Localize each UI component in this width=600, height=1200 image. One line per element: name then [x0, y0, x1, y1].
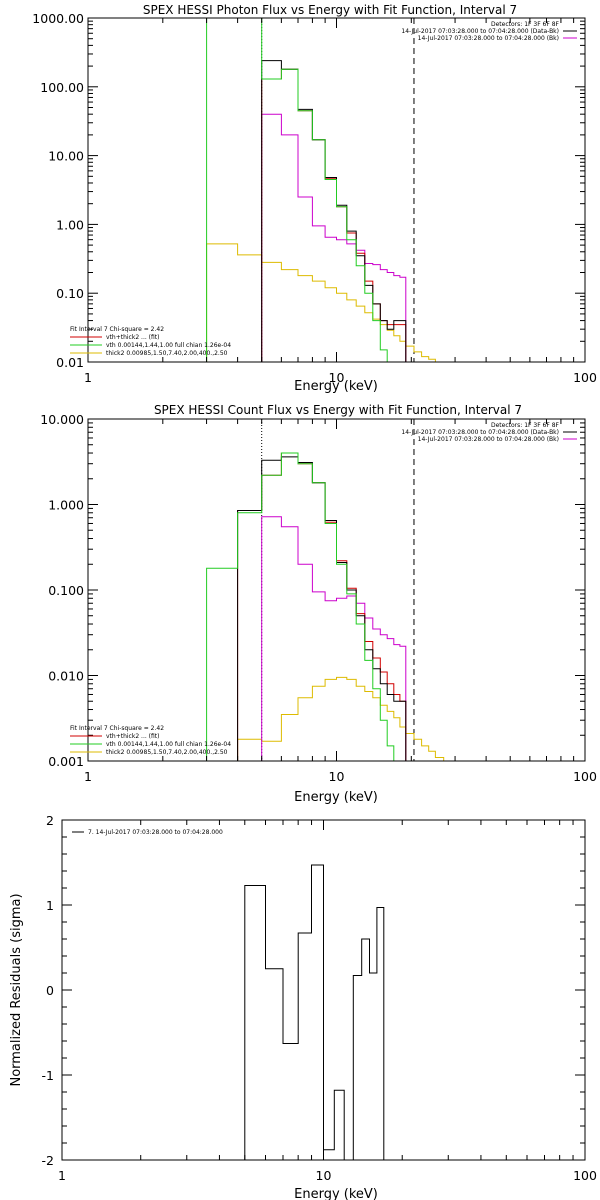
- legend-entry: thick2 0.00985,1.50,7.40,2.00,400.,2.50: [106, 350, 228, 357]
- legend-entry: Fit Interval 7 Chi-square = 2.42: [70, 326, 164, 333]
- plot-area: [206, 419, 487, 761]
- x-tick-label: 100: [573, 1168, 597, 1183]
- legend-entry: vth 0.00144,1.44,1.00 full chian 1.26e-0…: [106, 741, 231, 748]
- info-line: Detectors: 1F 3F 6F 8F: [491, 422, 560, 429]
- residuals-xlabel: Energy (keV): [294, 1187, 378, 1200]
- legend-entry: thick2 0.00985,1.50,7.40,2.00,400.,2.50: [106, 749, 228, 756]
- x-tick-label: 100: [573, 370, 597, 385]
- residuals-plot: 1 10 100 -2 -1 0 1 2 7. 14-Jul-2017 07:03:28.000…: [42, 813, 597, 1183]
- y-tick-label: 10.00: [48, 149, 84, 164]
- y-tick-label: 1.00: [56, 217, 84, 232]
- plot-area: [206, 18, 459, 362]
- series-total_fit: [261, 68, 407, 362]
- photon-flux-panel: SPEX HESSI Photon Flux vs Energy with Fi…: [32, 3, 597, 394]
- x-tick-label: 10: [329, 370, 345, 385]
- y-tick-label: 1.000: [48, 498, 84, 513]
- y-tick-label: 0.001: [48, 754, 84, 769]
- count-flux-plot: 1 10 100 0.001 0.010 0.100 1.000 10.000 Detector…: [40, 412, 597, 784]
- photon-flux-title: SPEX HESSI Photon Flux vs Energy with Fi…: [143, 3, 517, 17]
- series-background: [261, 516, 407, 761]
- y-tick-label: 0.100: [48, 583, 84, 598]
- info-line: 14-Jul-2017 07:03:28.000 to 07:04:28.000…: [401, 429, 559, 436]
- y-tick-label: -2: [42, 1153, 54, 1168]
- x-tick-label: 1: [84, 370, 92, 385]
- y-tick-label: 0.10: [56, 286, 84, 301]
- residuals-ylabel: Normalized Residuals (sigma): [9, 893, 24, 1086]
- y-tick-label: 100.00: [40, 80, 84, 95]
- count-flux-xlabel: Energy (keV): [294, 790, 378, 805]
- info-line: Detectors: 1F 3F 6F 8F: [491, 21, 560, 28]
- x-tick-label: 10: [316, 1168, 332, 1183]
- legend-entry: vth 0.00144,1.44,1.00 full chian 1.26e-0…: [106, 342, 231, 349]
- series-nonthermal: [206, 243, 459, 362]
- series-nonthermal: [206, 676, 487, 761]
- residuals-panel: 1 10 100 -2 -1 0 1 2 7. 14-Jul-2017 07:03:28.000…: [9, 813, 597, 1200]
- info-line: 14-Jul-2017 07:03:28.000 to 07:04:28.000…: [401, 28, 559, 35]
- axes-frame: [87, 418, 586, 762]
- legend-entry: vth+thick2 ... (fit): [106, 334, 160, 341]
- y-tick-label: 2: [46, 813, 54, 828]
- y-tick-label: 1000.00: [32, 11, 84, 26]
- y-tick-label: 0.010: [48, 669, 84, 684]
- count-flux-title: SPEX HESSI Count Flux vs Energy with Fit…: [154, 403, 522, 417]
- y-tick-label: -1: [42, 1068, 54, 1083]
- x-tick-label: 1: [58, 1168, 66, 1183]
- count-flux-panel: SPEX HESSI Count Flux vs Energy with Fit…: [40, 403, 597, 805]
- x-tick-label: 100: [573, 769, 597, 784]
- info-line: 14-Jul-2017 07:03:28.000 to 07:04:28.000…: [418, 436, 559, 443]
- plot-area: [244, 864, 385, 1160]
- series-thermal: [206, 452, 406, 761]
- legend-entry: Fit Interval 7 Chi-square = 2.42: [70, 725, 164, 732]
- y-tick-label: 0: [46, 983, 54, 998]
- legend-entry: vth+thick2 ... (fit): [106, 733, 160, 740]
- y-tick-label: 1: [46, 898, 54, 913]
- series-thermal: [206, 18, 414, 362]
- series-data: [244, 864, 385, 1160]
- photon-flux-plot: 1 10 100 0.01 0.10 1.00 10.00 100.00 1000.00 Dete…: [32, 11, 597, 385]
- series-data: [261, 60, 407, 362]
- info-line: 14-Jul-2017 07:03:28.000 to 07:04:28.000…: [418, 35, 559, 42]
- y-tick-label: 10.000: [40, 412, 84, 427]
- y-tick-label: 0.01: [56, 355, 84, 370]
- x-tick-label: 10: [329, 769, 345, 784]
- x-tick-label: 1: [84, 769, 92, 784]
- photon-flux-xlabel: Energy (keV): [294, 379, 378, 394]
- legend-entry: 7. 14-Jul-2017 07:03:28.000 to 07:04:28.…: [88, 829, 223, 836]
